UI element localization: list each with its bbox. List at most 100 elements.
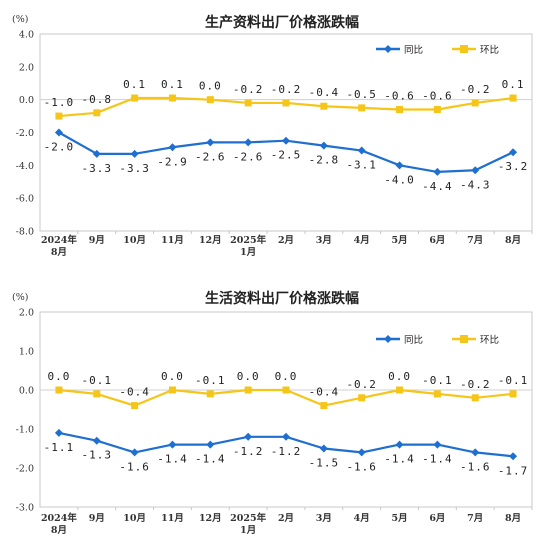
data-point-yoy (92, 149, 101, 158)
legend-yoy-marker (384, 335, 392, 343)
data-point-mom (282, 386, 290, 394)
data-point-yoy (319, 141, 328, 150)
x-tick-label: 9月 (89, 513, 105, 524)
data-point-mom (282, 99, 290, 107)
data-point-yoy (206, 440, 215, 449)
data-point-mom (55, 386, 63, 394)
chart-title: 生产资料出厂价格涨跌幅 (205, 14, 359, 31)
legend-yoy-marker (384, 45, 392, 53)
y-tick-label: 0.0 (19, 95, 34, 106)
data-point-mom (433, 390, 441, 398)
y-tick-label: 2.0 (19, 62, 34, 73)
data-point-mom (206, 96, 214, 104)
data-label-yoy: -1.6 (346, 460, 377, 473)
legend-mom-marker (460, 45, 468, 53)
data-label-yoy: -4.0 (384, 173, 415, 186)
data-point-mom (244, 99, 252, 107)
data-point-yoy (509, 148, 518, 157)
data-point-mom (244, 386, 252, 394)
legend: 同比 环比 (376, 44, 499, 56)
x-tick-label: 5月 (391, 513, 407, 524)
data-point-yoy (282, 432, 290, 441)
data-label-yoy: -4.3 (460, 178, 491, 191)
x-tick-label: 12月 (199, 513, 222, 524)
data-label-yoy: -3.3 (82, 162, 113, 175)
y-tick-label: -1.0 (16, 425, 34, 436)
data-label-mom: 0.0 (388, 370, 411, 383)
legend: 同比 环比 (376, 334, 499, 346)
data-point-mom (131, 94, 139, 102)
data-point-yoy (509, 452, 518, 461)
x-tick-label: 9月 (89, 235, 105, 246)
data-label-mom: 0.0 (161, 370, 184, 383)
data-label-mom: 0.0 (199, 80, 222, 93)
y-tick-label: -2.0 (16, 464, 34, 475)
x-tick-label: 8月 (51, 247, 67, 258)
data-point-yoy (130, 149, 139, 158)
data-point-mom (320, 102, 328, 110)
data-point-yoy (168, 143, 177, 152)
data-label-yoy: -1.6 (460, 460, 491, 473)
data-label-yoy: -1.5 (309, 457, 340, 470)
data-label-mom: 0.0 (237, 370, 260, 383)
data-point-yoy (357, 146, 366, 155)
data-point-yoy (244, 432, 253, 441)
x-tick-label: 5月 (391, 235, 407, 246)
x-tick-label: 12月 (199, 235, 222, 246)
data-point-yoy (130, 448, 139, 457)
data-point-yoy (433, 167, 442, 176)
chart-consumer-goods: 生活资料出厂价格涨跌幅 (%) 同比 环比 2.01.00.0-1.0-2.0-… (12, 290, 533, 536)
data-label-mom: -0.4 (309, 86, 340, 99)
data-label-mom: 0.0 (275, 370, 298, 383)
plot-frame (39, 33, 533, 232)
y-tick-label: 1.0 (19, 347, 34, 358)
data-label-mom: 0.1 (161, 78, 184, 91)
y-tick-label: -4.0 (16, 161, 34, 172)
data-label-yoy: -2.6 (233, 150, 264, 163)
data-label-mom: -0.6 (384, 90, 415, 103)
data-point-mom (471, 394, 479, 402)
data-label-yoy: -1.2 (233, 445, 264, 458)
data-label-mom: -1.0 (44, 96, 75, 109)
chart-title: 生活资料出厂价格涨跌幅 (205, 290, 359, 307)
x-tick-label: 1月 (240, 525, 256, 536)
x-tick-label: 8月 (505, 235, 521, 246)
data-label-mom: -0.2 (460, 83, 491, 96)
data-point-mom (396, 386, 404, 394)
data-label-yoy: -1.4 (384, 453, 415, 466)
data-label-mom: 0.1 (502, 78, 525, 91)
data-point-yoy (471, 166, 480, 175)
x-tick-label: 2024年 (41, 512, 77, 524)
data-point-mom (168, 386, 176, 394)
data-point-yoy (395, 440, 404, 449)
x-tick-label: 2025年 (230, 512, 266, 524)
data-point-yoy (319, 444, 328, 453)
data-point-yoy (282, 136, 290, 145)
x-tick-label: 6月 (429, 513, 445, 524)
data-label-yoy: -3.2 (498, 160, 529, 173)
x-tick-label: 3月 (316, 513, 332, 524)
data-point-mom (433, 106, 441, 114)
data-point-yoy (244, 138, 253, 147)
y-tick-label: 2.0 (19, 308, 34, 319)
data-point-mom (206, 390, 214, 398)
data-label-mom: -0.1 (195, 374, 226, 387)
x-tick-label: 3月 (316, 235, 332, 246)
data-point-yoy (433, 440, 442, 449)
data-label-mom: -0.2 (460, 378, 491, 391)
data-label-mom: -0.4 (309, 386, 340, 399)
data-label-mom: -0.1 (498, 374, 529, 387)
x-tick-label: 4月 (354, 513, 370, 524)
data-label-mom: -0.6 (422, 90, 453, 103)
x-tick-label: 1月 (240, 247, 256, 258)
data-point-mom (93, 109, 101, 117)
x-tick-label: 2024年 (41, 234, 77, 246)
data-point-yoy (168, 440, 177, 449)
data-point-mom (396, 106, 404, 114)
data-label-yoy: -1.6 (119, 460, 150, 473)
data-label-yoy: -1.1 (44, 441, 75, 454)
data-point-yoy (471, 448, 480, 457)
data-label-mom: -0.2 (233, 83, 264, 96)
data-label-yoy: -1.2 (271, 445, 302, 458)
